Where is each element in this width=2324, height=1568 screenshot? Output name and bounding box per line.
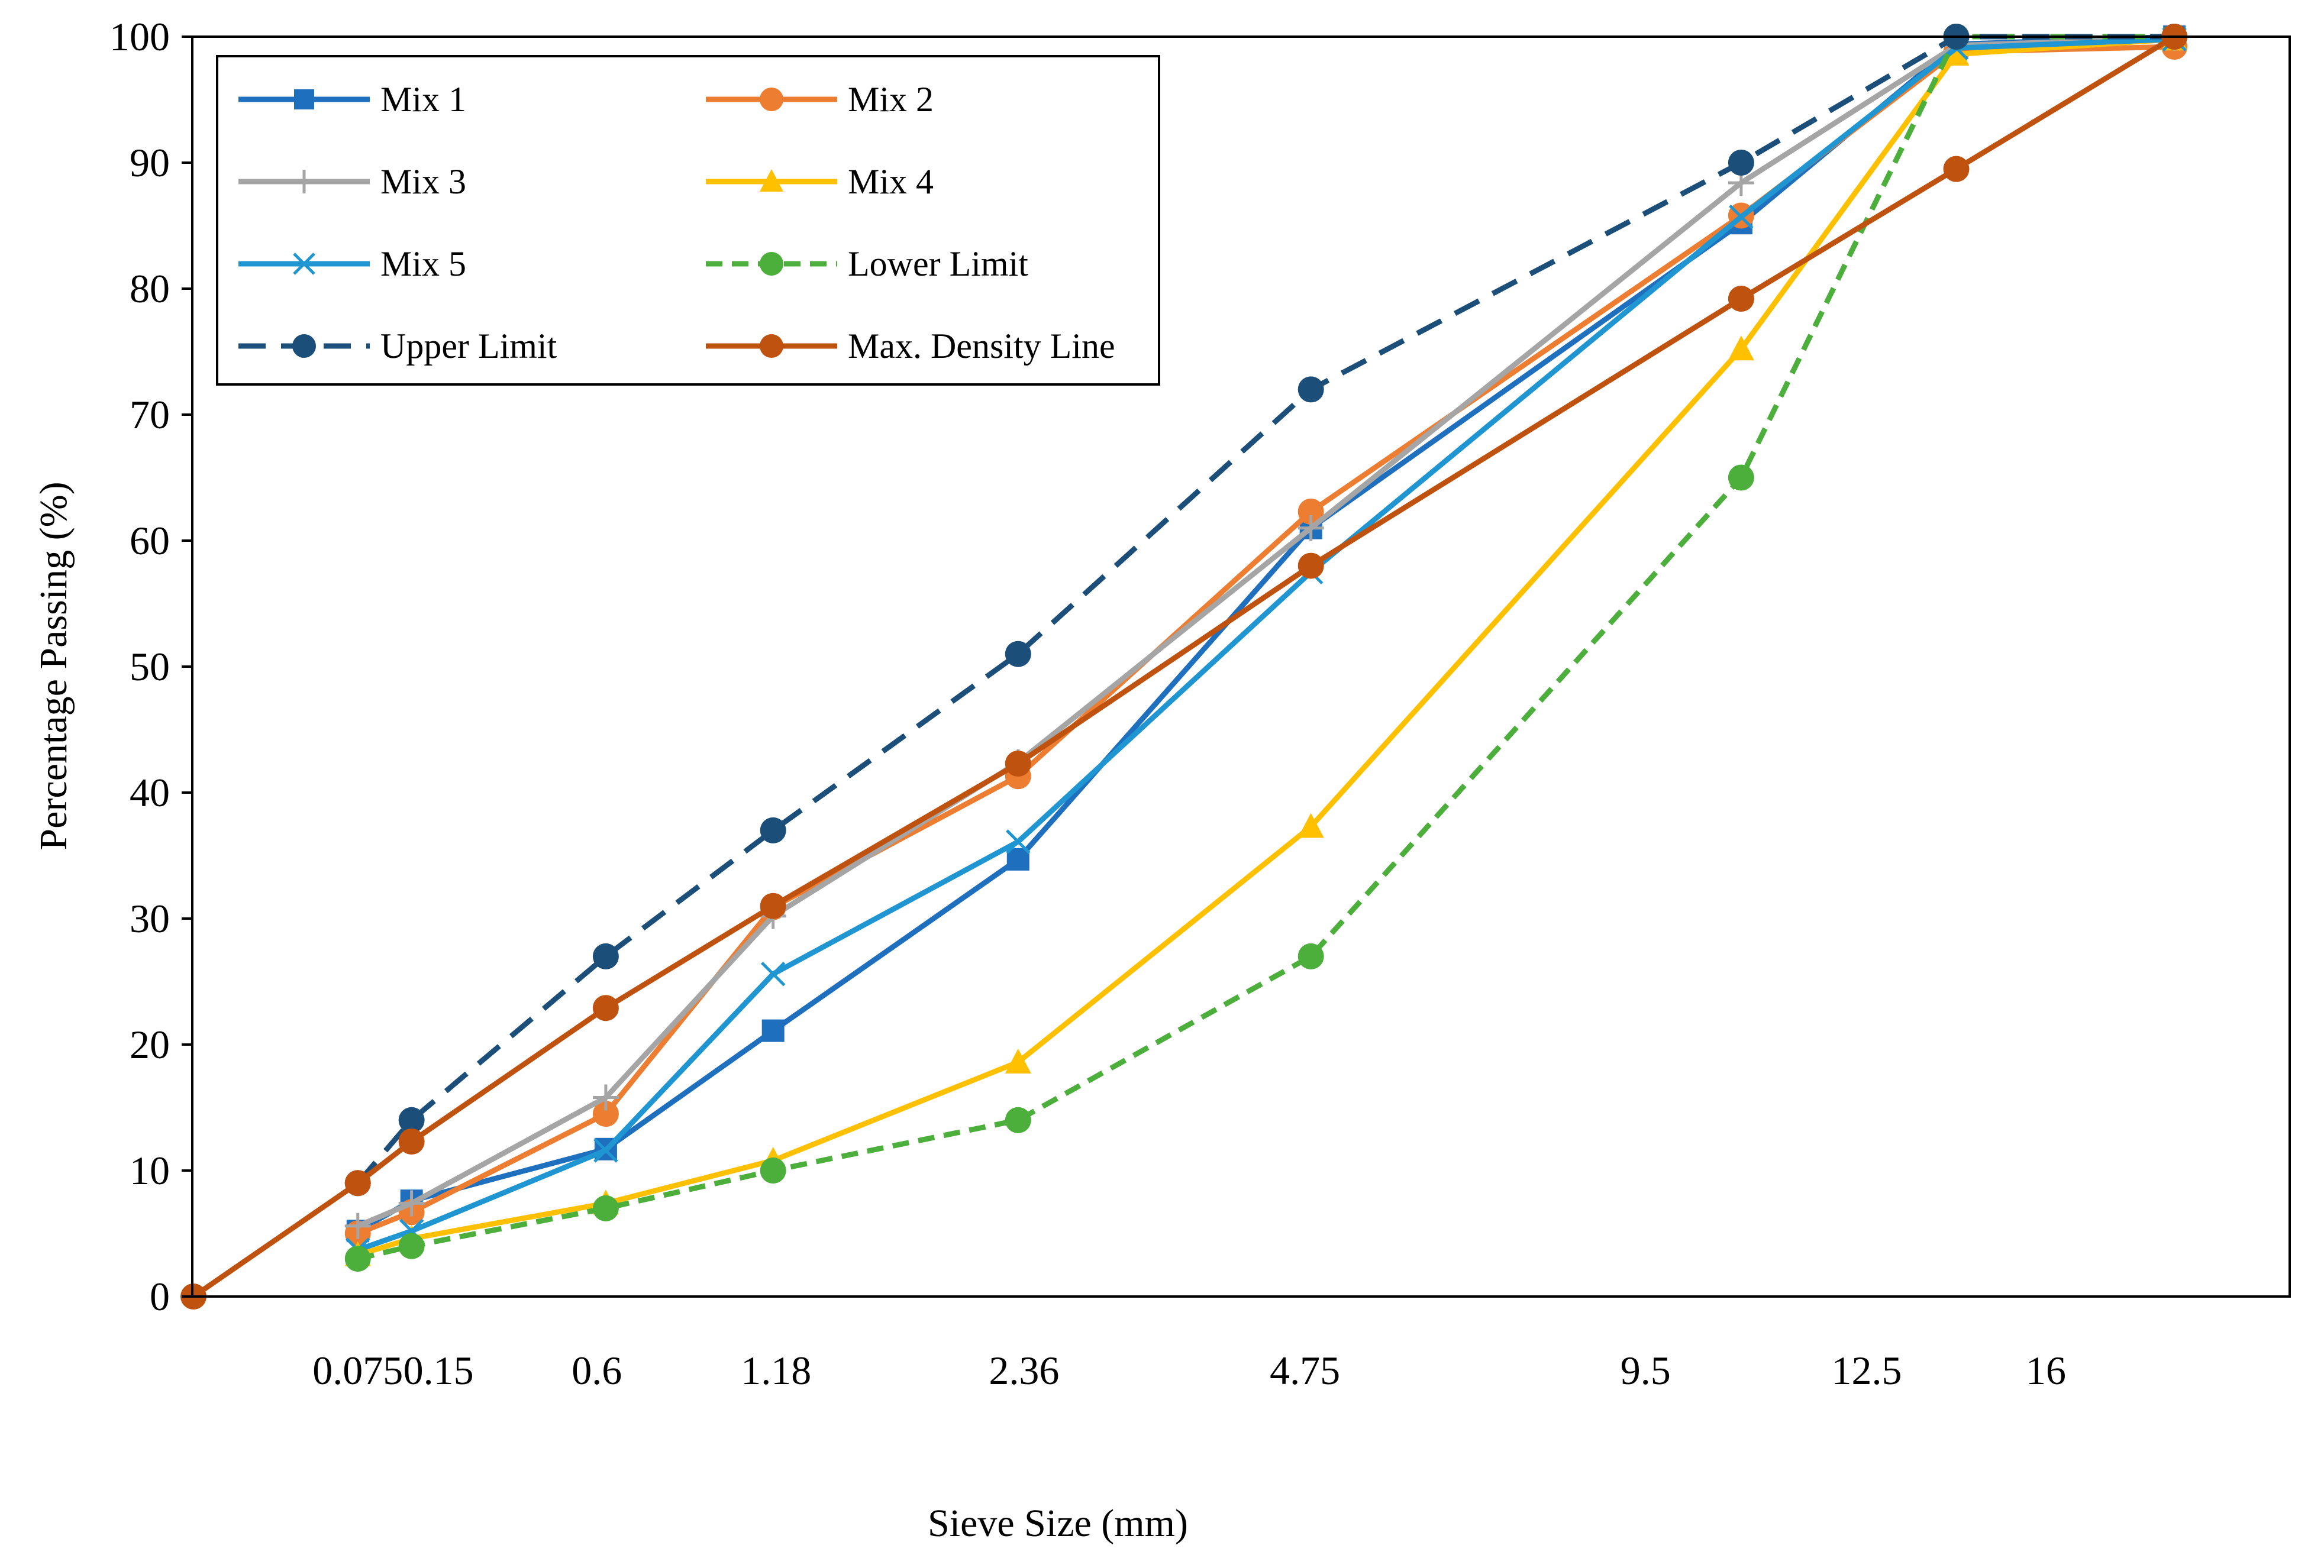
data-point-upper-limit-4 [1005,641,1031,667]
x-tick-label: 0.15 [404,1348,474,1393]
data-point-mix-3-5 [1297,515,1324,541]
legend-marker-mix-1 [294,89,314,109]
legend-marker-mix-3 [292,170,316,193]
legend-label-mix-3: Mix 3 [380,162,466,201]
x-tick-label: 12.5 [1832,1348,1902,1393]
x-axis: 0.075 0.15 0.6 1.18 2.36 4.75 9.5 12.5 16 [312,1348,2066,1393]
data-point-mix-5-2 [593,1138,618,1163]
legend-label-lower-limit: Lower Limit [848,244,1028,283]
y-tick-label: 0 [150,1274,170,1319]
legend-item-mix-3: Mix 3 [238,162,466,201]
y-tick-label: 90 [130,140,170,185]
legend-item-mix-2: Mix 2 [706,80,934,119]
data-point-max-density-line-5 [1005,751,1031,777]
data-point-lower-limit-3 [760,1158,786,1184]
series-layer [180,24,2188,1310]
y-axis-title: Percentage Passing (%) [32,481,75,850]
data-point-mix-2-2 [592,1101,619,1127]
y-tick-label: 20 [130,1022,170,1067]
x-tick-label: 9.5 [1621,1348,1671,1393]
legend-item-mix-5: Mix 5 [238,244,466,283]
x-tick-label: 16 [2026,1348,2066,1393]
legend: Mix 1 Mix 2 Mix 3 Mix 4 Mix 5 Lower Limit Uppe… [216,55,1160,386]
legend-item-max-density-line: Max. Density Line [706,326,1115,366]
data-point-mix-4-7 [1943,40,1970,66]
data-point-max-density-line-2 [398,1129,425,1155]
legend-box [216,55,1160,386]
x-tick-label: 0.075 [312,1348,403,1393]
legend-label-mix-4: Mix 4 [848,162,934,201]
data-point-lower-limit-4 [1005,1107,1031,1133]
data-point-lower-limit-0 [344,1246,371,1272]
legend-item-mix-4: Mix 4 [706,162,934,201]
legend-marker-mix-4 [760,169,783,192]
data-point-mix-5-6 [1729,204,1754,229]
data-point-upper-limit-3 [760,817,786,843]
series-line-upper-limit [356,34,2175,1185]
x-tick-label: 1.18 [741,1348,811,1393]
data-point-upper-limit-1 [398,1107,425,1133]
series-max-density-line [180,24,2188,1310]
y-tick-label: 70 [130,392,170,437]
legend-item-mix-1: Mix 1 [238,80,466,119]
legend-marker-mix-5 [293,253,315,275]
y-tick-label: 10 [130,1148,170,1193]
data-point-mix-3-1 [398,1190,425,1217]
y-tick-label: 30 [130,896,170,941]
legend-marker-mix-2 [760,88,783,111]
legend-label-mix-2: Mix 2 [848,80,934,119]
data-point-mix-4-6 [1728,335,1754,361]
data-point-lower-limit-1 [398,1233,425,1259]
data-point-max-density-line-1 [344,1170,371,1197]
data-point-max-density-line-6 [1297,552,1324,579]
data-point-mix-1-4 [1006,848,1029,871]
data-point-mix-4-5 [1297,813,1324,838]
x-tick-label: 2.36 [989,1348,1059,1393]
data-point-mix-1-3 [761,1019,785,1042]
legend-marker-max-density-line [760,334,783,358]
legend-label-mix-1: Mix 1 [380,80,466,119]
data-point-max-density-line-7 [1728,286,1754,312]
legend-label-mix-5: Mix 5 [380,244,466,283]
y-tick-label: 40 [130,770,170,815]
x-axis-title: Sieve Size (mm) [928,1502,1188,1545]
x-tick-label: 0.6 [572,1348,622,1393]
data-point-max-density-line-4 [760,893,786,919]
legend-marker-lower-limit [760,252,783,276]
data-point-max-density-line-3 [592,995,619,1021]
series-line-max-density-line [191,34,2177,1299]
y-tick-label: 80 [130,266,170,311]
data-point-lower-limit-2 [592,1195,619,1221]
data-point-mix-3-0 [344,1213,371,1239]
y-axis: 0 10 20 30 40 50 60 70 80 90 100 [109,14,192,1319]
legend-item-upper-limit: Upper Limit [238,326,557,366]
legend-item-lower-limit: Lower Limit [706,244,1028,283]
x-tick-label: 4.75 [1270,1348,1340,1393]
data-point-lower-limit-5 [1297,943,1324,969]
y-tick-label: 100 [109,14,170,59]
series-line-lower-limit [357,34,2175,1262]
legend-label-upper-limit: Upper Limit [380,326,557,366]
data-point-mix-4-4 [1005,1048,1031,1074]
y-tick-label: 50 [130,644,170,689]
data-point-upper-limit-5 [1297,376,1324,403]
data-point-max-density-line-8 [1943,156,1970,182]
data-point-upper-limit-6 [1728,150,1754,176]
data-point-mix-5-4 [1006,829,1031,854]
legend-marker-upper-limit [292,334,316,358]
y-tick-label: 60 [130,518,170,563]
legend-label-max-density-line: Max. Density Line [848,326,1115,366]
data-point-upper-limit-2 [592,943,619,969]
data-point-mix-5-3 [760,961,786,987]
data-point-lower-limit-6 [1728,464,1754,491]
data-point-mix-3-2 [592,1084,619,1111]
data-point-mix-2-5 [1297,499,1324,525]
